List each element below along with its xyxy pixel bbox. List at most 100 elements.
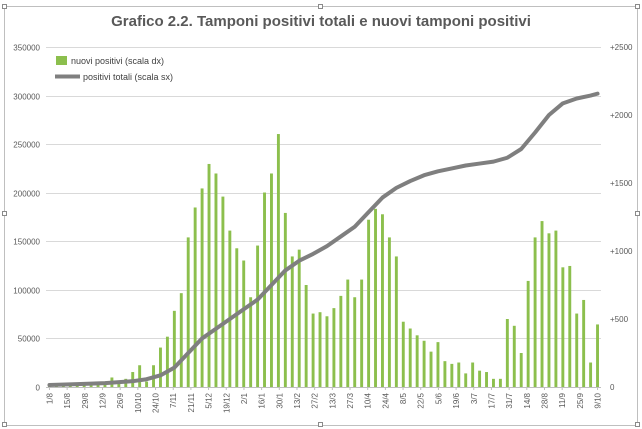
bar — [450, 363, 454, 387]
x-tick-label: 8/5 — [399, 392, 408, 404]
bar — [367, 219, 371, 387]
bar — [290, 256, 294, 387]
x-tick-label: 27/2 — [311, 392, 320, 408]
bar — [457, 362, 461, 387]
bar — [492, 378, 495, 387]
y-right-tick-label: +2000 — [610, 111, 633, 120]
bar — [138, 365, 142, 387]
bar — [526, 280, 530, 387]
bar — [381, 214, 384, 387]
bar — [339, 295, 343, 387]
legend: nuovi positivi (scala dx) positivi total… — [55, 56, 173, 82]
line-series — [47, 91, 600, 388]
bar — [283, 212, 287, 387]
bar — [505, 319, 509, 387]
bar — [394, 256, 398, 387]
bar — [214, 173, 218, 387]
x-tick-label: 26/9 — [116, 392, 125, 408]
x-tick-label: 2/1 — [240, 392, 249, 404]
bar — [561, 267, 565, 387]
bar — [408, 328, 412, 387]
bar — [304, 285, 308, 387]
bar — [401, 321, 405, 387]
y-left-tick-label: 50000 — [18, 335, 41, 344]
bar — [582, 299, 586, 387]
y-left-tick-label: 300000 — [13, 93, 40, 102]
resize-handle-top[interactable] — [318, 4, 323, 9]
x-tick-label: 24/10 — [152, 392, 161, 413]
bar — [575, 313, 579, 387]
x-tick-label: 5/6 — [434, 392, 443, 404]
y-left-tick-label: 0 — [36, 384, 41, 393]
resize-handle-bottom-left[interactable] — [2, 422, 7, 427]
x-tick-label: 19/6 — [452, 392, 461, 408]
x-tick-label: 10/10 — [134, 392, 143, 413]
bar — [145, 381, 149, 387]
x-tick-label: 5/12 — [205, 392, 214, 408]
y-right-tick-label: +1500 — [610, 179, 633, 188]
y-left-tick-label: 350000 — [13, 44, 40, 53]
bar — [471, 362, 475, 387]
x-tick-label: 17/7 — [487, 392, 496, 408]
bar — [540, 221, 544, 387]
resize-handle-left[interactable] — [2, 211, 7, 216]
x-tick-label: 31/7 — [505, 392, 514, 408]
bar — [186, 237, 190, 387]
x-tick-label: 15/8 — [63, 392, 72, 408]
bar — [221, 196, 225, 387]
bar — [235, 248, 239, 387]
line-path — [47, 91, 600, 388]
bar — [387, 237, 391, 387]
x-tick-label: 9/10 — [594, 392, 603, 408]
x-tick-label: 14/8 — [523, 392, 532, 408]
bar — [360, 279, 364, 387]
bar — [464, 373, 468, 387]
bar — [485, 372, 488, 387]
resize-handle-bottom[interactable] — [318, 422, 323, 427]
x-tick-label: 3/7 — [470, 392, 479, 404]
bar — [498, 378, 502, 387]
x-tick-label: 16/1 — [258, 392, 267, 408]
x-tick-label: 28/8 — [540, 392, 549, 408]
resize-handle-top-right[interactable] — [635, 4, 640, 9]
bar — [478, 370, 482, 387]
bar — [415, 335, 419, 387]
bar — [533, 237, 537, 387]
y-axis-left: 0 50000 100000 150000 200000 250000 300000 3500… — [13, 44, 40, 393]
y-axis-right: 0 +500 +1000 +1500 +2000 +2500 — [610, 43, 633, 392]
legend-line-label: positivi totali (scala sx) — [83, 72, 173, 82]
x-tick-label: 27/3 — [346, 392, 355, 408]
y-right-tick-label: 0 — [610, 383, 615, 392]
bar — [159, 347, 162, 387]
bar — [547, 233, 551, 387]
chart-title: Grafico 2.2. Tamponi positivi totali e n… — [111, 13, 531, 30]
x-tick-label: 11/9 — [558, 392, 567, 408]
y-right-tick-label: +500 — [610, 315, 629, 324]
resize-handle-bottom-right[interactable] — [635, 422, 640, 427]
x-tick-label: 13/3 — [328, 392, 337, 408]
x-tick-label: 7/11 — [169, 392, 178, 408]
bar — [346, 279, 350, 387]
bar — [207, 163, 211, 387]
bar — [374, 208, 377, 387]
bar — [554, 230, 558, 387]
bar — [436, 342, 440, 387]
resize-handle-top-left[interactable] — [2, 4, 7, 9]
y-right-tick-label: +2500 — [610, 43, 633, 52]
y-left-tick-label: 250000 — [13, 141, 40, 150]
x-axis: 1/8 15/8 29/8 12/9 26/9 10/10 24/10 7/11 21/11 5/… — [45, 387, 603, 413]
x-tick-label: 29/8 — [81, 392, 90, 408]
bar — [179, 293, 183, 387]
bar — [519, 353, 523, 387]
resize-handle-right[interactable] — [635, 211, 640, 216]
y-right-tick-label: +1000 — [610, 247, 633, 256]
legend-bar-label: nuovi positivi (scala dx) — [71, 56, 164, 66]
bar — [325, 316, 329, 387]
bar — [353, 297, 357, 387]
bar — [165, 336, 169, 387]
bar — [270, 173, 273, 387]
x-tick-label: 30/1 — [275, 392, 284, 408]
bar — [311, 313, 315, 387]
